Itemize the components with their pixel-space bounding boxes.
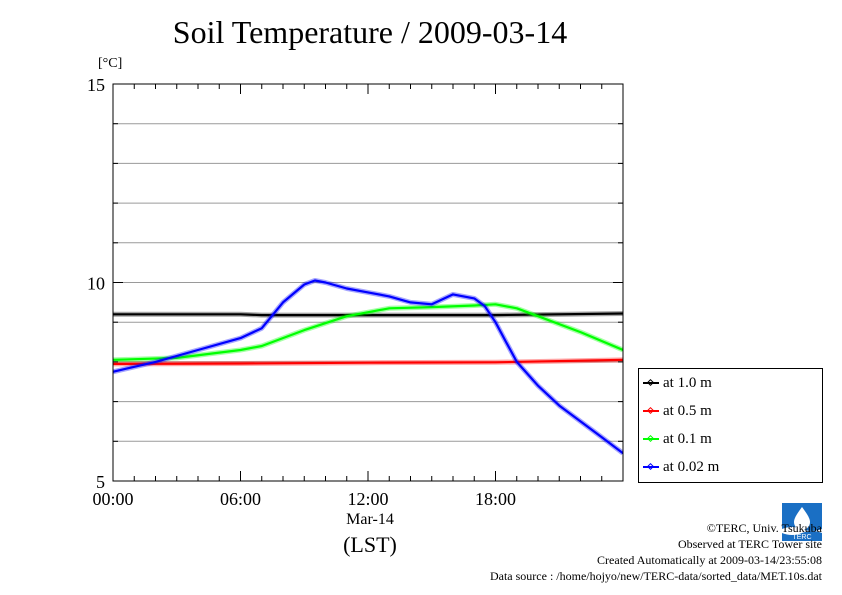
legend-item-1-0m: at 1.0 m: [643, 369, 712, 397]
legend-swatch-0-5m: [643, 410, 659, 412]
legend-label: at 0.1 m: [663, 430, 712, 447]
copyright-text: ©TERC, Univ. Tsukuba: [706, 521, 822, 535]
x-tick-label: 06:00: [220, 489, 261, 509]
legend-swatch-1-0m: [643, 382, 659, 384]
observed-text: Observed at TERC Tower site: [677, 537, 822, 551]
source-text: Data source : /home/hojyo/new/TERC-data/…: [489, 569, 822, 583]
credits-block: ©TERC, Univ. Tsukuba Observed at TERC To…: [490, 520, 822, 584]
tick-labels: 00:00 06:00 12:00 18:00 5 10 15: [87, 75, 516, 509]
x-axis-date-label: Mar-14: [346, 511, 394, 528]
axis-ticks: [112, 83, 624, 482]
logo-text: TERC: [792, 534, 811, 541]
legend-item-0-1m: at 0.1 m: [643, 425, 712, 453]
legend: at 1.0 m at 0.5 m at 0.1 m at 0.02 m: [638, 368, 823, 483]
y-axis-unit: [°C]: [98, 56, 123, 71]
series-line-2: [113, 303, 623, 361]
x-axis-title: (LST): [343, 532, 397, 557]
legend-label: at 0.5 m: [663, 402, 712, 419]
series-line-0: [113, 312, 623, 317]
series-line-3: [113, 279, 623, 455]
legend-swatch-0-1m: [643, 438, 659, 440]
x-tick-label: 00:00: [92, 489, 133, 509]
chart-title: Soil Temperature / 2009-03-14: [172, 14, 568, 50]
legend-label: at 0.02 m: [663, 458, 720, 475]
series-lines: [113, 278, 623, 456]
legend-swatch-0-02m: [643, 466, 659, 468]
y-tick-label: 10: [87, 274, 105, 294]
series-line-1: [113, 358, 623, 365]
y-tick-label: 5: [96, 472, 105, 492]
legend-item-0-02m: at 0.02 m: [643, 453, 719, 481]
terc-logo-icon: TERC: [782, 503, 822, 541]
created-text: Created Automatically at 2009-03-14/23:5…: [597, 553, 822, 567]
series-halo-3: [113, 278, 623, 456]
y-tick-label: 15: [87, 75, 105, 95]
x-tick-label: 12:00: [347, 489, 388, 509]
legend-item-0-5m: at 0.5 m: [643, 397, 712, 425]
legend-label: at 1.0 m: [663, 374, 712, 391]
grid-lines: [113, 123, 623, 442]
x-tick-label: 18:00: [475, 489, 516, 509]
